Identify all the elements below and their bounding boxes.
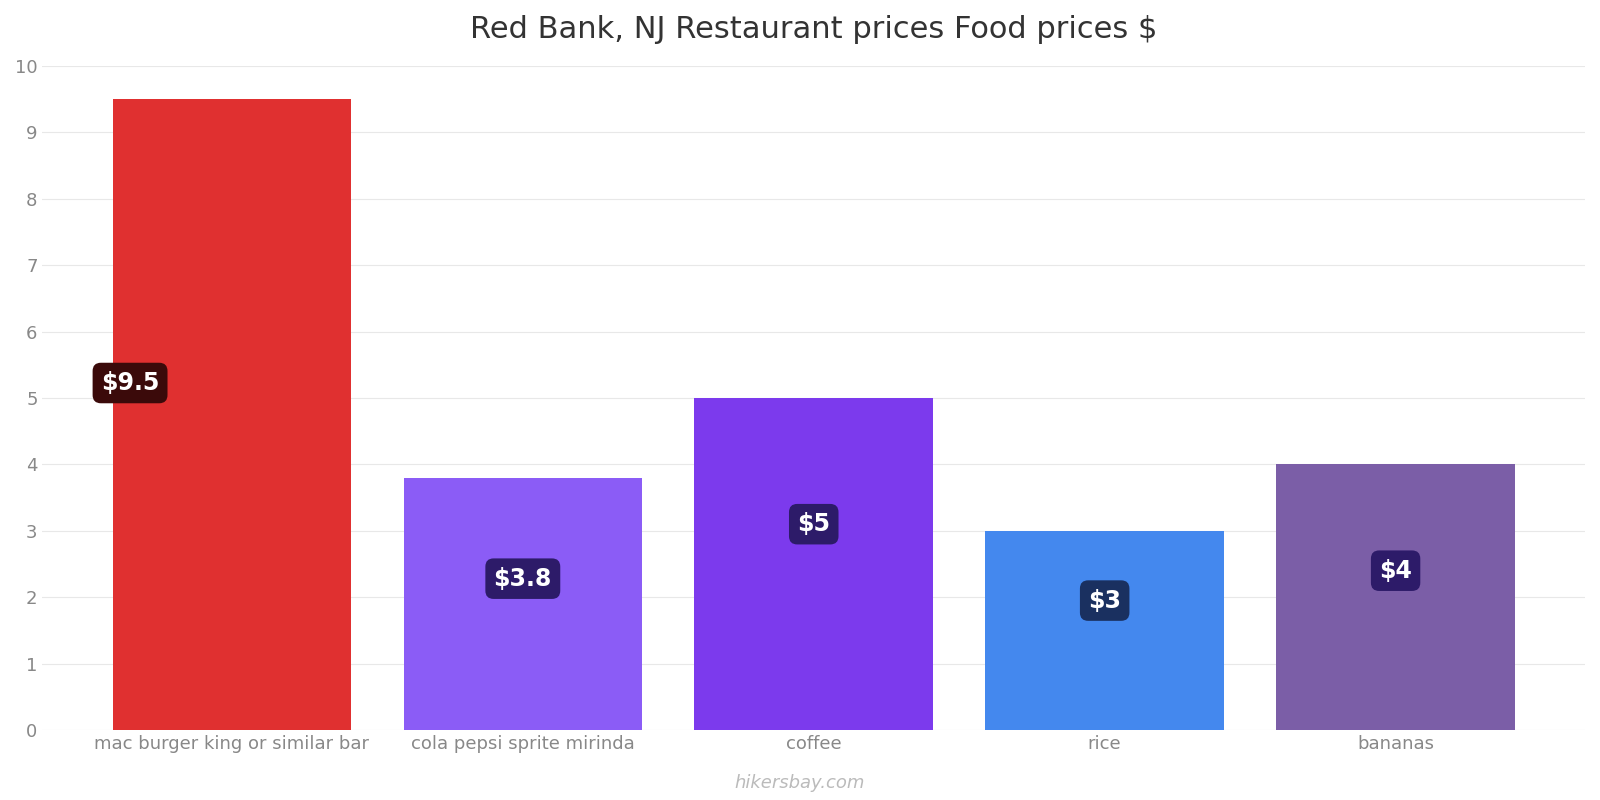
Bar — [112, 99, 350, 730]
Text: $3: $3 — [1088, 589, 1122, 613]
Text: $9.5: $9.5 — [101, 371, 160, 395]
Text: $4: $4 — [1379, 558, 1413, 582]
Title: Red Bank, NJ Restaurant prices Food prices $: Red Bank, NJ Restaurant prices Food pric… — [470, 15, 1157, 44]
Text: hikersbay.com: hikersbay.com — [734, 774, 866, 792]
Text: $5: $5 — [797, 512, 830, 536]
Bar — [1277, 464, 1515, 730]
Bar — [403, 478, 642, 730]
Text: $3.8: $3.8 — [494, 566, 552, 590]
Bar — [986, 531, 1224, 730]
Bar — [694, 398, 933, 730]
